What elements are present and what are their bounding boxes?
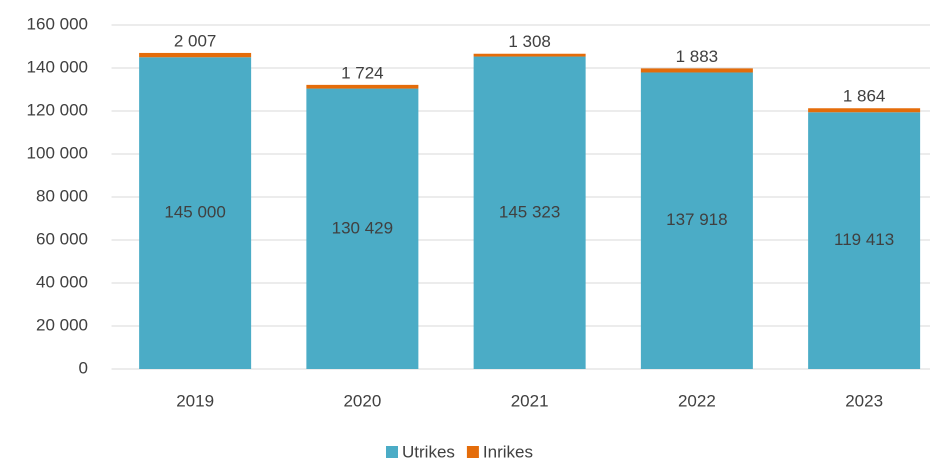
y-tick-label: 20 000 [36,315,88,334]
data-label: 130 429 [332,218,393,237]
x-tick-label: 2019 [176,391,214,410]
bar-segment [473,56,586,370]
bar-segment [306,88,419,370]
bar-segment [640,68,753,73]
bar-segment [808,108,921,113]
data-label: 145 323 [499,202,560,221]
y-tick-label: 0 [79,358,88,377]
x-tick-label: 2023 [845,391,883,410]
data-label: 1 308 [508,32,551,51]
data-label: 1 724 [341,63,384,82]
y-tick-label: 160 000 [27,14,88,33]
legend-swatch [386,446,398,458]
x-tick-label: 2022 [678,391,716,410]
legend-swatch [466,446,479,458]
bar-segment [473,53,586,57]
legend-label: Inrikes [483,442,533,461]
y-tick-label: 100 000 [27,143,88,162]
bar-segment [139,57,252,369]
data-label: 137 918 [666,210,727,229]
x-tick-label: 2020 [343,391,381,410]
data-label: 1 883 [676,47,719,66]
y-tick-label: 40 000 [36,272,88,291]
data-label: 119 413 [834,230,894,249]
bar-segment [640,72,753,369]
data-label: 145 000 [164,203,225,222]
legend-label: Utrikes [402,442,455,461]
y-tick-label: 60 000 [36,229,88,248]
bar-segment [808,112,921,369]
data-label: 2 007 [174,31,217,50]
bar-segment [139,52,252,58]
y-tick-label: 120 000 [27,100,88,119]
data-label: 1 864 [843,87,886,106]
x-tick-label: 2021 [511,391,549,410]
y-tick-label: 140 000 [27,57,88,76]
y-tick-label: 80 000 [36,186,88,205]
bar-segment [306,84,419,89]
